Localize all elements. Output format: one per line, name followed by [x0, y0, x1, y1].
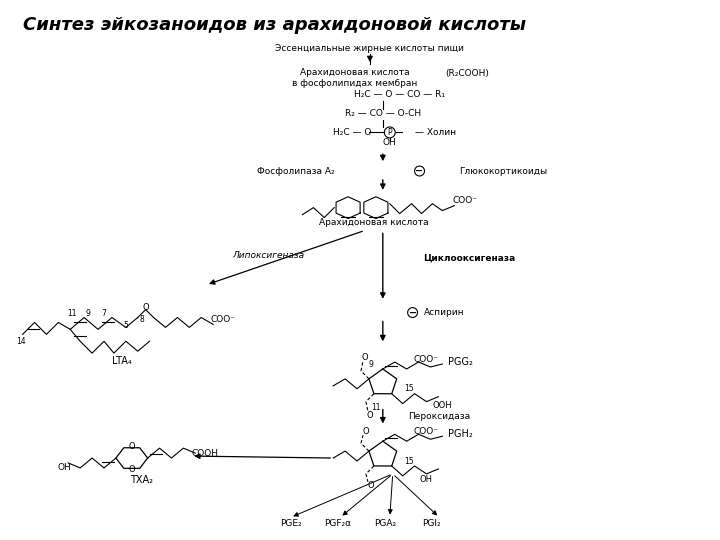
Text: O: O: [366, 411, 373, 420]
Text: P: P: [387, 128, 392, 137]
Text: Циклооксигеназа: Циклооксигеназа: [423, 254, 516, 262]
Text: O: O: [128, 465, 135, 475]
Text: COO⁻: COO⁻: [210, 315, 235, 324]
Text: PGE₂: PGE₂: [280, 519, 302, 528]
Text: OH: OH: [420, 475, 433, 484]
Text: 11: 11: [68, 309, 77, 318]
Text: COOH: COOH: [192, 449, 219, 457]
Text: Пероксидаза: Пероксидаза: [408, 412, 470, 421]
Text: H₂C — O — CO — R₁: H₂C — O — CO — R₁: [354, 90, 445, 99]
Text: Аспирин: Аспирин: [424, 308, 464, 317]
Text: −: −: [408, 308, 417, 318]
Text: O: O: [363, 427, 369, 436]
Text: Фосфолипаза А₂: Фосфолипаза А₂: [257, 166, 334, 176]
Text: R₂ — CO — O-CH: R₂ — CO — O-CH: [345, 109, 421, 118]
Text: PGF₂α: PGF₂α: [325, 519, 352, 528]
Text: COO⁻: COO⁻: [414, 355, 439, 363]
Text: OH: OH: [383, 138, 397, 147]
Text: 7: 7: [102, 309, 107, 318]
Text: COO⁻: COO⁻: [414, 427, 439, 436]
Text: Арахидоновая кислота: Арахидоновая кислота: [319, 218, 428, 227]
Text: −: −: [415, 166, 423, 176]
Text: O: O: [361, 353, 368, 362]
Text: 15: 15: [404, 384, 413, 393]
Text: 15: 15: [404, 456, 413, 465]
Text: 9: 9: [369, 360, 374, 368]
Text: PGH₂: PGH₂: [448, 429, 472, 440]
Text: COO⁻: COO⁻: [453, 196, 477, 205]
Text: Арахидоновая кислота
в фосфолипидах мембран: Арахидоновая кислота в фосфолипидах мемб…: [292, 68, 418, 87]
Text: O: O: [368, 481, 374, 490]
Text: 9: 9: [86, 309, 91, 318]
Text: OOH: OOH: [433, 401, 452, 410]
Text: — Холин: — Холин: [415, 128, 456, 137]
Text: PGA₂: PGA₂: [374, 519, 396, 528]
Text: (R₂COOH): (R₂COOH): [445, 69, 489, 78]
Text: O: O: [128, 442, 135, 451]
Text: LTA₄: LTA₄: [112, 356, 132, 366]
Text: Липоксигеназа: Липоксигеназа: [233, 251, 305, 260]
Text: Синтез эйкозаноидов из арахидоновой кислоты: Синтез эйкозаноидов из арахидоновой кисл…: [22, 16, 526, 33]
Text: 8: 8: [140, 315, 144, 324]
Text: Глюкокортикоиды: Глюкокортикоиды: [459, 166, 547, 176]
Text: PGI₂: PGI₂: [422, 519, 441, 528]
Text: H₂C — O —: H₂C — O —: [333, 128, 383, 137]
Text: Эссенциальные жирные кислоты пищи: Эссенциальные жирные кислоты пищи: [276, 44, 464, 53]
Text: 5: 5: [123, 321, 128, 330]
Text: TXA₂: TXA₂: [130, 475, 153, 485]
Text: OH: OH: [58, 463, 71, 472]
Text: PGG₂: PGG₂: [448, 357, 472, 367]
Text: 14: 14: [16, 337, 25, 346]
Text: O: O: [143, 303, 149, 312]
Text: 11: 11: [371, 403, 381, 412]
